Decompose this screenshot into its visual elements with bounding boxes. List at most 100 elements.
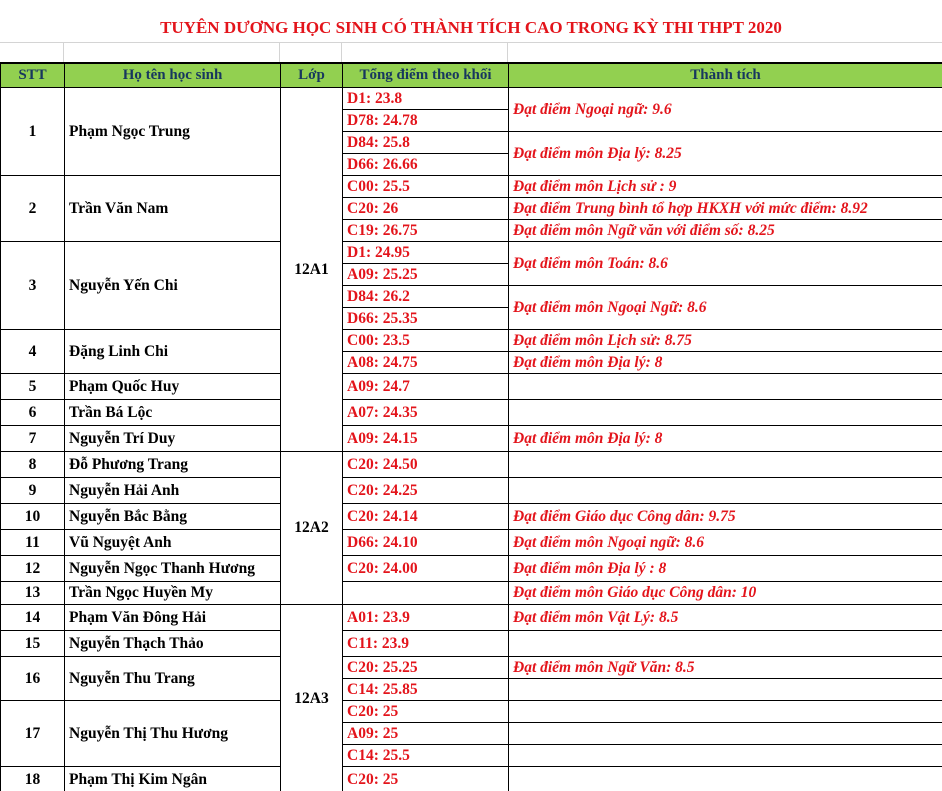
- score-cell: D84: 25.8: [342, 131, 509, 154]
- achievement-cell: [508, 722, 942, 745]
- achievement-cell: Đạt điểm môn Ngoại ngữ: 8.6: [508, 529, 942, 556]
- student-name: Nguyễn Yến Chi: [64, 241, 281, 330]
- student-name: Vũ Nguyệt Anh: [64, 529, 281, 556]
- achievement-cell: Đạt điểm môn Lịch sử : 9: [508, 175, 942, 198]
- score-cell: C14: 25.5: [342, 744, 509, 767]
- score-cell: D66: 26.66: [342, 153, 509, 176]
- achievement-cell: Đạt điểm môn Ngữ Văn: 8.5: [508, 656, 942, 679]
- achievement-cell: Đạt điểm môn Lịch sử: 8.75: [508, 329, 942, 352]
- student-stt: 18: [0, 766, 65, 791]
- student-stt: 7: [0, 425, 65, 452]
- achievement-cell: Đạt điểm môn Địa lý: 8: [508, 351, 942, 374]
- student-stt: 15: [0, 630, 65, 657]
- score-cell: D84: 26.2: [342, 285, 509, 308]
- score-cell: C20: 24.25: [342, 477, 509, 504]
- student-stt: 2: [0, 175, 65, 242]
- table-row: 12 Nguyễn Ngọc Thanh Hương C20: 24.00 Đạt đ…: [0, 555, 942, 582]
- achievement-cell: [508, 630, 942, 657]
- score-cell: D78: 24.78: [342, 109, 509, 132]
- achievement-cell: [508, 744, 942, 767]
- score-cell: C14: 25.85: [342, 678, 509, 701]
- student-name: Nguyễn Bắc Bằng: [64, 503, 281, 530]
- table-row: 14 Phạm Văn Đông Hải 12A3 A01: 23.9 Đạt điểm…: [0, 604, 942, 791]
- class-name: 12A2: [280, 451, 343, 605]
- student-stt: 4: [0, 329, 65, 374]
- achievement-cell: Đạt điểm môn Giáo dục Công dân: 10: [508, 581, 942, 605]
- achievement-cell: Đạt điểm Ngoại ngữ: 9.6: [508, 87, 942, 132]
- student-name: Nguyễn Hải Anh: [64, 477, 281, 504]
- header-scores: Tổng điểm theo khối: [342, 63, 509, 88]
- student-stt: 3: [0, 241, 65, 330]
- achievement-cell: Đạt điểm Trung bình tổ hợp HKXH với mức …: [508, 197, 942, 220]
- table-row: 3 Nguyễn Yến Chi D1: 24.95 Đạt điểm môn Toá…: [0, 241, 942, 330]
- student-stt: 14: [0, 604, 65, 631]
- table-row: 11 Vũ Nguyệt Anh D66: 24.10 Đạt điểm môn Ng…: [0, 529, 942, 556]
- achievement-cell: [508, 477, 942, 504]
- student-name: Nguyễn Ngọc Thanh Hương: [64, 555, 281, 582]
- student-stt: 12: [0, 555, 65, 582]
- score-cell: A08: 24.75: [342, 351, 509, 374]
- table-row: 17 Nguyễn Thị Thu Hương C20: 25: [0, 700, 942, 767]
- table-row: 4 Đặng Linh Chi C00: 23.5 Đạt điểm môn Lịch…: [0, 329, 942, 374]
- header-row: STT Họ tên học sinh Lớp Tổng điểm theo k…: [0, 63, 942, 88]
- student-name: Trần Ngọc Huyền My: [64, 581, 281, 605]
- score-cell: C20: 24.14: [342, 503, 509, 530]
- table-row: D84: 26.2 Đạt điểm môn Ngoại Ngữ: 8.6: [1, 285, 942, 330]
- score-cell: [342, 581, 509, 605]
- student-name: Nguyễn Thị Thu Hương: [64, 700, 281, 767]
- student-name: Đặng Linh Chi: [64, 329, 281, 374]
- student-stt: 8: [0, 451, 65, 478]
- student-stt: 11: [0, 529, 65, 556]
- score-cell: C11: 23.9: [342, 630, 509, 657]
- student-name: Phạm Ngọc Trung: [64, 87, 281, 176]
- table-row: 16 Nguyễn Thu Trang C20: 25.25 Đạt điểm môn…: [0, 656, 942, 701]
- score-cell: C19: 26.75: [342, 219, 509, 242]
- student-name: Phạm Quốc Huy: [64, 373, 281, 400]
- score-cell: A09: 24.7: [342, 373, 509, 400]
- student-stt: 6: [0, 399, 65, 426]
- table-row: 10 Nguyễn Bắc Bằng C20: 24.14 Đạt điểm Giáo…: [0, 503, 942, 530]
- table-row: C14: 25.85: [1, 678, 942, 701]
- score-cell: C20: 25: [342, 766, 509, 791]
- header-name: Họ tên học sinh: [64, 63, 281, 88]
- score-cell: C00: 25.5: [342, 175, 509, 198]
- student-name: Nguyễn Thu Trang: [64, 656, 281, 701]
- achievement-cell: Đạt điểm môn Ngữ văn với điểm số: 8.25: [508, 219, 942, 242]
- achievement-cell: Đạt điểm môn Ngoại Ngữ: 8.6: [508, 285, 942, 330]
- header-achievement: Thành tích: [508, 63, 942, 88]
- achievement-cell: [508, 700, 942, 723]
- score-cell: C20: 24.50: [342, 451, 509, 478]
- achievement-cell: Đạt điểm Giáo dục Công dân: 9.75: [508, 503, 942, 530]
- class-name: 12A1: [280, 87, 343, 452]
- score-cell: A07: 24.35: [342, 399, 509, 426]
- score-cell: A09: 24.15: [342, 425, 509, 452]
- table-row: D66: 25.35: [1, 307, 942, 330]
- student-name: Trần Văn Nam: [64, 175, 281, 242]
- student-stt: 10: [0, 503, 65, 530]
- achievement-cell: [508, 766, 942, 791]
- achievement-cell: [508, 678, 942, 701]
- achievement-cell: Đạt điểm môn Địa lý: 8: [508, 425, 942, 452]
- header-stt: STT: [0, 63, 65, 88]
- table-row: 15 Nguyễn Thạch Thảo C11: 23.9: [0, 630, 942, 657]
- student-name: Nguyễn Trí Duy: [64, 425, 281, 452]
- student-name: Đỗ Phương Trang: [64, 451, 281, 478]
- score-cell: C20: 24.00: [342, 555, 509, 582]
- student-stt: 1: [0, 87, 65, 176]
- table-row: 5 Phạm Quốc Huy A09: 24.7: [0, 373, 942, 400]
- score-cell: D1: 24.95: [342, 241, 509, 264]
- honor-table: STT Họ tên học sinh Lớp Tổng điểm theo k…: [0, 63, 942, 791]
- score-cell: A09: 25.25: [342, 263, 509, 286]
- achievement-cell: [508, 451, 942, 478]
- achievement-cell: [508, 373, 942, 400]
- blank-row: [0, 43, 942, 63]
- table-row: 2 Trần Văn Nam C00: 25.5 Đạt điểm môn Lịch …: [0, 175, 942, 242]
- page-title: TUYÊN DƯƠNG HỌC SINH CÓ THÀNH TÍCH CAO T…: [0, 0, 942, 43]
- table-row: 6 Trần Bá Lộc A07: 24.35: [0, 399, 942, 426]
- student-name: Trần Bá Lộc: [64, 399, 281, 426]
- score-cell: C20: 26: [342, 197, 509, 220]
- score-cell: A01: 23.9: [342, 604, 509, 631]
- achievement-cell: Đạt điểm môn Toán: 8.6: [508, 241, 942, 286]
- student-name: Nguyễn Thạch Thảo: [64, 630, 281, 657]
- table-row: C20: 26 Đạt điểm Trung bình tổ hợp HKXH v…: [1, 197, 942, 220]
